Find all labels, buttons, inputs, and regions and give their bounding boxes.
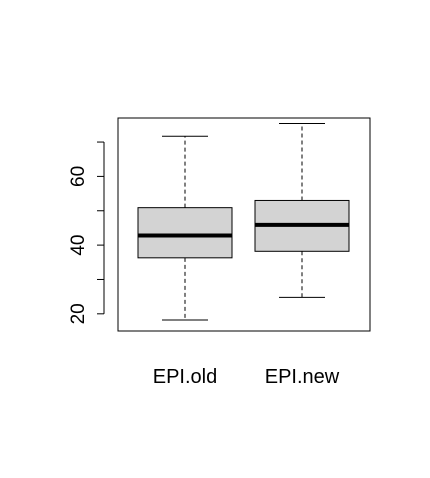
y-axis-ticks: 20 40 60 [68, 141, 104, 324]
x-tick-label: EPI.new [265, 366, 340, 388]
plot-frame [117, 117, 371, 332]
iqr-box [137, 207, 233, 259]
x-axis-labels: EPI.old EPI.new [153, 366, 340, 388]
box-EPI.old [137, 135, 233, 321]
y-tick-label: 60 [68, 166, 89, 187]
x-tick-label: EPI.old [153, 366, 217, 388]
y-tick-label: 40 [68, 235, 89, 256]
box-EPI.new [254, 122, 350, 298]
y-tick-label: 20 [68, 303, 89, 324]
boxes-group [137, 122, 350, 321]
